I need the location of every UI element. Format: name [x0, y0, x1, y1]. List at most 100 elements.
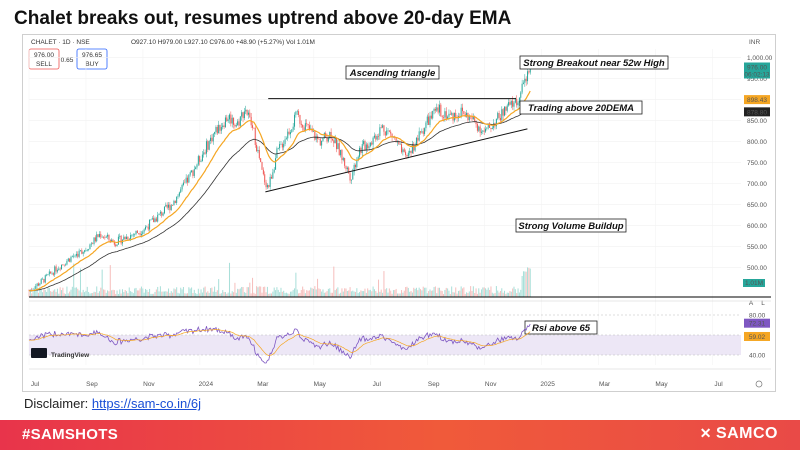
- candle: [203, 152, 205, 155]
- candle: [58, 268, 60, 271]
- volume-bar: [294, 288, 296, 297]
- candle: [47, 274, 49, 275]
- candle: [346, 167, 348, 170]
- candle: [415, 137, 417, 146]
- candle: [391, 133, 393, 138]
- candle: [261, 162, 263, 170]
- volume-bar: [266, 286, 268, 297]
- volume-bar: [464, 293, 466, 297]
- volume-bar: [44, 290, 46, 297]
- annotation-box: [519, 100, 643, 115]
- volume-bar: [494, 292, 496, 297]
- candle: [322, 137, 324, 141]
- volume-bar: [191, 287, 193, 297]
- candle: [104, 237, 106, 238]
- candle: [341, 149, 343, 161]
- volume-bar: [273, 287, 275, 297]
- candle: [63, 264, 65, 266]
- candle: [243, 111, 245, 119]
- volume-bar: [182, 287, 184, 297]
- candle: [86, 249, 88, 251]
- candle: [142, 231, 144, 235]
- volume-bar: [373, 289, 375, 297]
- volume-bar: [399, 293, 401, 297]
- volume-bar: [364, 288, 366, 297]
- candle: [149, 219, 151, 230]
- ema-50-line: [28, 104, 531, 292]
- candle: [117, 236, 119, 245]
- candle: [345, 165, 347, 170]
- volume-bar: [392, 290, 394, 297]
- volume-bar: [318, 288, 320, 297]
- volume-bar: [39, 286, 41, 297]
- candle: [177, 195, 179, 197]
- candle: [39, 283, 41, 286]
- candle: [147, 226, 149, 230]
- candle: [422, 131, 424, 134]
- candle: [241, 112, 243, 117]
- candle: [363, 141, 365, 145]
- candle: [105, 236, 107, 238]
- candle: [490, 127, 492, 129]
- candle: [85, 250, 87, 251]
- auto-scale-toggle: A: [749, 300, 754, 307]
- candle: [238, 121, 240, 126]
- x-tick-label: Mar: [257, 381, 269, 388]
- volume-bar: [113, 290, 115, 297]
- volume-bar: [289, 291, 291, 297]
- volume-bar: [109, 265, 111, 297]
- volume-bar: [306, 290, 308, 297]
- chart-settings-icon[interactable]: [755, 380, 763, 388]
- candle: [212, 133, 214, 142]
- chart-frame[interactable]: CHALET · 1D · NSE O927.10 H979.00 L927.10…: [22, 34, 776, 392]
- volume-bar: [361, 291, 363, 297]
- volume-bar: [203, 287, 205, 297]
- candle: [307, 123, 309, 126]
- volume-bar: [223, 292, 225, 297]
- candle: [279, 144, 281, 149]
- volume-bar: [417, 290, 419, 297]
- volume-bar: [243, 292, 245, 297]
- volume-bar: [453, 292, 455, 297]
- rsi-signal-line: [28, 329, 531, 356]
- candle: [478, 126, 480, 131]
- candle: [176, 196, 178, 203]
- candle: [249, 112, 251, 117]
- volume-bar: [506, 292, 508, 297]
- volume-bar: [197, 288, 199, 297]
- candle: [365, 144, 367, 151]
- candle: [315, 136, 317, 140]
- volume-bar: [307, 290, 309, 297]
- volume-bar: [257, 287, 259, 297]
- disclaimer-link[interactable]: https://sam-co.in/6j: [91, 396, 202, 411]
- volume-bar: [444, 289, 446, 297]
- volume-bar: [311, 288, 313, 297]
- volume-bar: [516, 293, 518, 297]
- stock-chart[interactable]: CHALET · 1D · NSE O927.10 H979.00 L927.10…: [23, 35, 777, 393]
- buy-label: BUY: [85, 61, 99, 68]
- rsi-tag: 72.31: [749, 321, 766, 328]
- candle: [459, 116, 461, 117]
- price-tag-bg: [744, 62, 770, 79]
- x-tick-label: May: [314, 381, 327, 388]
- candle: [78, 250, 80, 257]
- volume-bar: [437, 287, 439, 297]
- volume-bar: [193, 289, 195, 297]
- price-tag: 898.43: [747, 97, 767, 104]
- volume-bar: [177, 292, 179, 297]
- candle: [54, 266, 56, 275]
- candle: [200, 161, 202, 162]
- candle: [153, 218, 155, 223]
- candle: [441, 116, 443, 118]
- volume-bar: [490, 286, 492, 297]
- candle: [298, 111, 300, 116]
- volume-bar: [336, 288, 338, 297]
- buy-button[interactable]: [76, 48, 108, 70]
- volume-bar: [168, 288, 170, 297]
- candle: [318, 138, 320, 140]
- volume-bar: [260, 286, 262, 297]
- rsi-tag-bg: [744, 318, 770, 328]
- volume-bar: [246, 287, 248, 297]
- candle: [188, 174, 190, 183]
- volume-bar: [403, 290, 405, 297]
